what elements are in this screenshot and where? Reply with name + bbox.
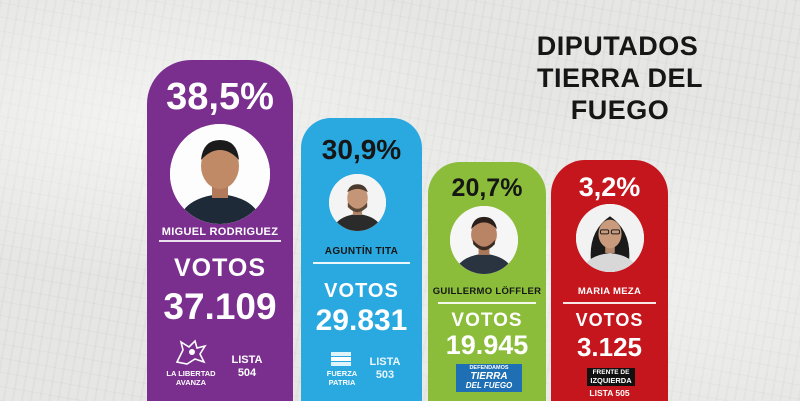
votos-label: VOTOS bbox=[451, 310, 523, 331]
percentage: 3,2% bbox=[578, 172, 641, 202]
votos-label: VOTOS bbox=[173, 254, 267, 282]
candidate-name: AGUNTÍN TITA bbox=[324, 246, 399, 257]
vote-count: 37.109 bbox=[163, 286, 277, 327]
candidate-name: MIGUEL RODRIGUEZ bbox=[161, 226, 279, 238]
candidate-photo bbox=[170, 124, 270, 224]
percentage: 30,9% bbox=[321, 134, 402, 165]
candidate-photo bbox=[450, 206, 518, 274]
person-icon bbox=[170, 124, 270, 224]
lista: LISTA 504 bbox=[231, 354, 263, 379]
votos-label: VOTOS bbox=[324, 280, 399, 302]
flag-logo-icon bbox=[331, 352, 351, 366]
vote-count: 3.125 bbox=[576, 332, 643, 362]
lion-logo-icon bbox=[173, 338, 209, 366]
candidate-card-tita: 30,9% AGUNTÍN TITA VOTOS 29.831 FUERZA P… bbox=[301, 118, 422, 401]
candidate-card-rodriguez: 38,5% MIGUEL RODRIGUEZ VOTOS 37.109 LA L… bbox=[147, 60, 293, 401]
divider bbox=[313, 262, 410, 264]
candidate-photo bbox=[576, 204, 644, 272]
divider bbox=[563, 302, 656, 304]
vote-count: 29.831 bbox=[315, 304, 408, 337]
person-icon bbox=[450, 206, 518, 274]
person-icon bbox=[329, 174, 386, 231]
divider bbox=[438, 302, 536, 304]
lista: LISTA 505 bbox=[589, 388, 630, 398]
person-icon bbox=[576, 204, 644, 272]
candidate-card-loffler: 20,7% GUILLERMO LÖFFLER VOTOS 19.945 DEF… bbox=[428, 162, 546, 401]
title-line-1: DIPUTADOS bbox=[536, 31, 699, 61]
percentage: 20,7% bbox=[451, 174, 523, 202]
lista: LISTA 503 bbox=[369, 356, 401, 381]
defendamos-tdf-logo-icon: DEFENDAMOS TIERRA DEL FUEGO bbox=[456, 364, 522, 392]
percentage: 38,5% bbox=[166, 76, 274, 118]
party-name: LA LIBERTAD AVANZA bbox=[166, 369, 216, 387]
candidate-name: GUILLERMO LÖFFLER bbox=[432, 286, 542, 297]
candidate-photo bbox=[329, 174, 386, 231]
candidate-card-meza: 3,2% MARIA MEZA VOTOS 3.125 FRENTE DE IZ… bbox=[551, 160, 668, 401]
frente-izquierda-logo-icon: FRENTE DE IZQUIERDA bbox=[587, 368, 635, 386]
candidate-name: MARIA MEZA bbox=[577, 286, 642, 297]
title-line-2: TIERRA DEL FUEGO bbox=[537, 63, 703, 125]
party-name: FUERZA PATRIA bbox=[326, 369, 358, 387]
votos-label: VOTOS bbox=[575, 310, 644, 330]
divider bbox=[159, 240, 281, 242]
vote-count: 19.945 bbox=[445, 330, 529, 360]
